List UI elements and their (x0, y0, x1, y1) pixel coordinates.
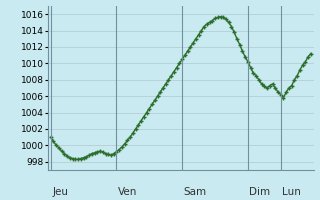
Text: Ven: Ven (118, 187, 137, 197)
Text: Lun: Lun (282, 187, 301, 197)
Text: Jeu: Jeu (52, 187, 68, 197)
Text: Dim: Dim (249, 187, 270, 197)
Text: Sam: Sam (184, 187, 207, 197)
